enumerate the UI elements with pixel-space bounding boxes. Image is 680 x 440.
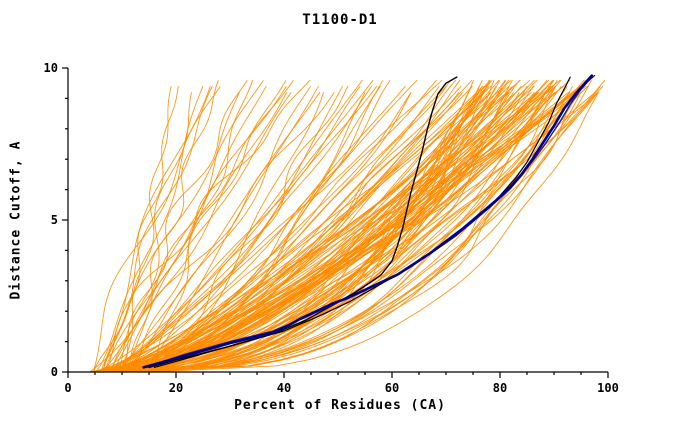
ensemble-curve bbox=[142, 85, 556, 373]
ensemble-curve bbox=[106, 79, 418, 373]
ensemble-curve bbox=[135, 85, 522, 373]
ensemble-curve bbox=[130, 79, 588, 373]
ensemble-curve bbox=[95, 86, 204, 373]
ensemble-curve bbox=[128, 85, 544, 373]
x-tick-label: 0 bbox=[64, 381, 71, 395]
ensemble-curve bbox=[100, 79, 264, 373]
ensemble-curve bbox=[114, 79, 493, 373]
ensemble-curve bbox=[102, 85, 361, 373]
ensemble-curve bbox=[123, 79, 248, 373]
y-tick-label: 0 bbox=[51, 365, 58, 379]
ensemble-curve bbox=[149, 92, 599, 373]
ensemble-curve bbox=[102, 86, 213, 373]
chart-title: T1100-D1 bbox=[302, 12, 378, 28]
ensemble-curve bbox=[98, 79, 491, 373]
ensemble-curve bbox=[140, 85, 601, 373]
ensemble-curve bbox=[119, 86, 172, 373]
model-blue-main bbox=[142, 74, 594, 369]
ensemble-curve bbox=[126, 85, 557, 373]
ensemble-curve bbox=[119, 85, 378, 373]
ensemble-curve bbox=[129, 91, 492, 373]
x-axis-label: Percent of Residues (CA) bbox=[234, 398, 446, 413]
x-tick-label: 40 bbox=[277, 381, 291, 395]
ensemble-curve bbox=[150, 80, 495, 373]
x-tick-label: 20 bbox=[169, 381, 183, 395]
ensemble-curve bbox=[111, 85, 589, 373]
x-tick-label: 80 bbox=[493, 381, 507, 395]
ensemble-curve bbox=[134, 79, 287, 373]
ensemble-curve bbox=[122, 79, 592, 373]
ensemble-curve bbox=[120, 85, 312, 373]
ensemble-curve bbox=[102, 86, 211, 373]
ensemble-curve bbox=[102, 79, 521, 373]
ensemble-curve bbox=[96, 85, 343, 373]
x-tick-label: 60 bbox=[385, 381, 399, 395]
ensemble-curve bbox=[100, 79, 483, 373]
ensemble-curve bbox=[112, 85, 267, 373]
ensemble-curve bbox=[147, 85, 381, 373]
ensemble-curve bbox=[100, 92, 287, 373]
ensemble-curve bbox=[121, 79, 473, 373]
ensemble-curve bbox=[116, 85, 513, 373]
ensemble-curve bbox=[101, 91, 510, 373]
ensemble-curve bbox=[153, 80, 254, 373]
ensemble-curve bbox=[110, 92, 464, 373]
ensemble-curve bbox=[138, 79, 591, 373]
ensemble-curve bbox=[127, 92, 514, 373]
y-tick-label: 5 bbox=[51, 213, 58, 227]
ensemble-curve bbox=[125, 85, 497, 373]
ensemble-curve bbox=[116, 79, 585, 373]
ensemble-curve bbox=[108, 92, 292, 373]
ensemble-curve bbox=[112, 85, 462, 373]
ensemble-curve bbox=[144, 85, 447, 373]
ensemble-curve bbox=[105, 79, 590, 373]
ensemble-curve bbox=[108, 85, 528, 373]
ensemble-curve bbox=[95, 79, 374, 373]
ensemble-curve bbox=[129, 92, 325, 373]
ensemble-curve bbox=[118, 92, 321, 373]
ensemble-curve bbox=[125, 79, 586, 373]
ensemble-curve bbox=[120, 92, 538, 373]
x-tick-label: 100 bbox=[597, 381, 619, 395]
ensemble-curve bbox=[127, 79, 437, 373]
y-tick-label: 10 bbox=[44, 61, 58, 75]
ensemble-curve bbox=[89, 79, 391, 373]
ensemble-curve bbox=[119, 85, 473, 373]
ensemble-curve bbox=[107, 85, 440, 373]
ensemble-curve bbox=[138, 85, 581, 373]
